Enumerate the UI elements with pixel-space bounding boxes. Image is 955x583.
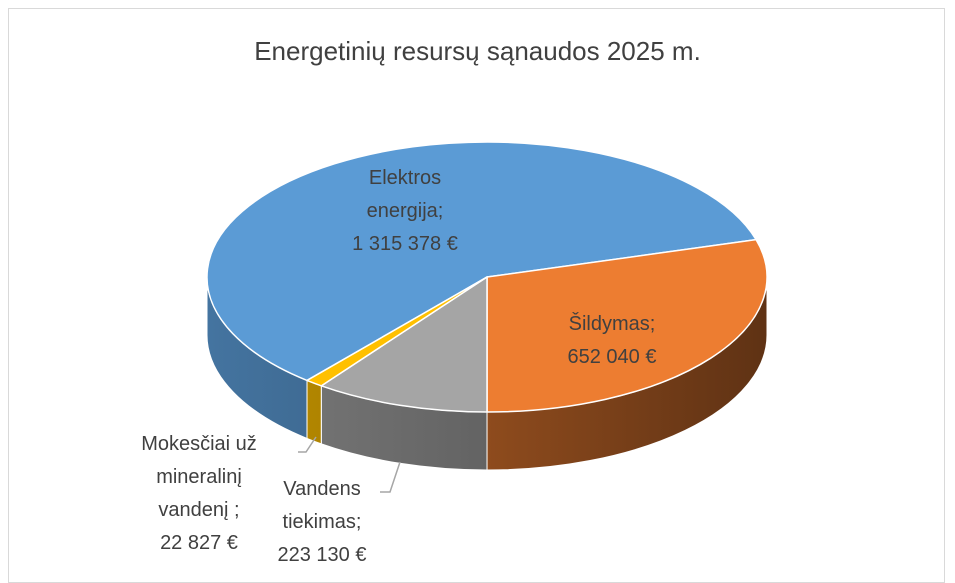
label-category: Vandens tiekimas; [282,478,362,533]
data-label: Mokesčiai už mineralinį vandenį ; 22 827 … [124,428,274,560]
label-category: Mokesčiai už mineralinį vandenį ; [141,433,257,521]
slice [486,238,768,413]
label-value: 1 315 378 € [352,233,458,255]
label-value: 652 040 € [567,346,657,368]
leader-line [380,461,401,493]
slice [306,276,488,387]
data-label: Vandens tiekimas; 223 130 € [252,473,392,572]
slice [320,276,488,413]
slice-side [306,379,322,445]
label-category: Elektros energija; [366,167,444,222]
label-category: Šildymas; [568,313,656,335]
pie [206,141,768,471]
slice [206,141,757,382]
chart-title: Energetinių resursų sąnaudos 2025 m. [254,36,701,66]
data-label: Šildymas; 652 040 € [537,308,687,374]
label-value: 223 130 € [277,544,367,566]
data-label: Elektros energija; 1 315 378 € [335,162,475,261]
leader-line [298,436,317,453]
label-value: 22 827 € [160,532,238,554]
